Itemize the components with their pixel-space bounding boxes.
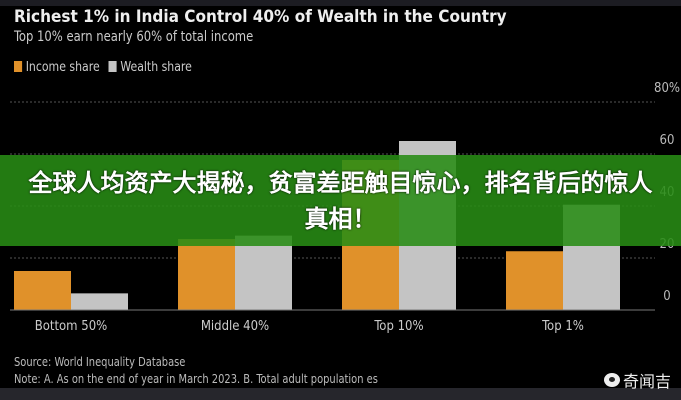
legend-swatch-income <box>14 61 23 72</box>
bar-income <box>178 239 235 310</box>
bar-income <box>14 271 71 310</box>
x-tick-label: Top 10% <box>373 319 423 334</box>
y-tick-label: 60 <box>660 133 675 148</box>
headline-banner: 全球人均资产大揭秘，贫富差距触目惊心，排名背后的惊人真相！ <box>0 155 681 246</box>
legend-wealth: Wealth share <box>108 59 192 75</box>
legend-swatch-wealth <box>108 61 117 72</box>
legend-label: Income share <box>25 59 100 75</box>
legend: Income share Wealth share <box>14 59 192 75</box>
y-tick-label: 0 <box>663 289 670 304</box>
headline-text: 全球人均资产大揭秘，贫富差距触目惊心，排名背后的惊人真相！ <box>28 168 653 233</box>
legend-income: Income share <box>14 59 100 75</box>
watermark-text: 奇闻吉 <box>622 372 671 391</box>
watermark: 奇闻吉 <box>603 368 671 392</box>
note-line: Note: A. As on the end of year in March … <box>14 371 378 386</box>
x-tick-label: Top 1% <box>541 319 584 334</box>
bottom-bar <box>0 388 681 400</box>
y-tick-label: 80% <box>654 81 680 96</box>
bar-wealth <box>235 235 292 310</box>
chart-title: Richest 1% in India Control 40% of Wealt… <box>14 7 507 27</box>
legend-label: Wealth share <box>120 59 192 75</box>
source-note: Source: World Inequality Database Note: … <box>14 353 378 387</box>
x-tick-label: Bottom 50% <box>35 319 108 334</box>
x-tick-label: Middle 40% <box>201 319 269 334</box>
bar-income <box>506 251 563 310</box>
chart-subtitle: Top 10% earn nearly 60% of total income <box>14 29 254 45</box>
top-bar <box>0 0 681 6</box>
source-line: Source: World Inequality Database <box>14 354 186 369</box>
bar-wealth <box>71 293 128 310</box>
weibo-icon <box>603 373 620 387</box>
